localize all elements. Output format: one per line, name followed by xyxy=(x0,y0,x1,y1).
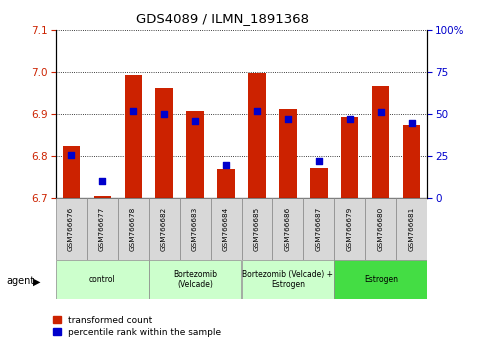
Text: Bortezomib
(Velcade): Bortezomib (Velcade) xyxy=(173,270,217,289)
Text: GSM766677: GSM766677 xyxy=(99,207,105,251)
Bar xyxy=(56,198,86,260)
Bar xyxy=(180,198,211,260)
Point xyxy=(408,120,416,125)
Bar xyxy=(280,109,297,198)
Text: GSM766687: GSM766687 xyxy=(316,207,322,251)
Text: GSM766681: GSM766681 xyxy=(409,207,415,251)
Bar xyxy=(94,196,111,198)
Point xyxy=(191,118,199,124)
Text: GSM766676: GSM766676 xyxy=(68,207,74,251)
Bar xyxy=(334,198,366,260)
Point xyxy=(315,159,323,164)
Text: agent: agent xyxy=(6,276,34,286)
Bar xyxy=(366,198,397,260)
Bar xyxy=(186,111,203,198)
Bar xyxy=(311,167,327,198)
Bar xyxy=(242,260,334,299)
Text: GDS4089 / ILMN_1891368: GDS4089 / ILMN_1891368 xyxy=(136,12,309,25)
Text: GSM766685: GSM766685 xyxy=(254,207,260,251)
Bar xyxy=(334,260,427,299)
Bar xyxy=(125,75,142,198)
Bar xyxy=(149,260,242,299)
Point xyxy=(129,108,137,114)
Text: GSM766680: GSM766680 xyxy=(378,207,384,251)
Bar xyxy=(372,86,389,198)
Bar xyxy=(248,73,266,198)
Legend: transformed count, percentile rank within the sample: transformed count, percentile rank withi… xyxy=(53,316,221,337)
Bar xyxy=(156,88,172,198)
Bar xyxy=(62,146,80,198)
Bar xyxy=(272,198,303,260)
Text: GSM766686: GSM766686 xyxy=(285,207,291,251)
Bar xyxy=(211,198,242,260)
Point xyxy=(67,152,75,158)
Text: GSM766679: GSM766679 xyxy=(347,207,353,251)
Text: ▶: ▶ xyxy=(32,276,40,286)
Point xyxy=(222,162,230,167)
Bar xyxy=(303,198,334,260)
Text: control: control xyxy=(89,275,115,284)
Point xyxy=(98,179,106,184)
Point xyxy=(346,116,354,122)
Bar xyxy=(117,198,149,260)
Bar xyxy=(86,198,117,260)
Bar xyxy=(397,198,427,260)
Text: GSM766683: GSM766683 xyxy=(192,207,198,251)
Point xyxy=(253,108,261,114)
Bar xyxy=(242,198,272,260)
Text: GSM766678: GSM766678 xyxy=(130,207,136,251)
Text: GSM766684: GSM766684 xyxy=(223,207,229,251)
Bar xyxy=(403,125,421,198)
Point xyxy=(377,110,385,115)
Text: Estrogen: Estrogen xyxy=(364,275,398,284)
Bar xyxy=(56,260,149,299)
Text: GSM766682: GSM766682 xyxy=(161,207,167,251)
Point xyxy=(160,112,168,117)
Bar xyxy=(149,198,180,260)
Text: Bortezomib (Velcade) +
Estrogen: Bortezomib (Velcade) + Estrogen xyxy=(242,270,333,289)
Point xyxy=(284,116,292,122)
Bar xyxy=(341,117,358,198)
Bar xyxy=(217,169,235,198)
